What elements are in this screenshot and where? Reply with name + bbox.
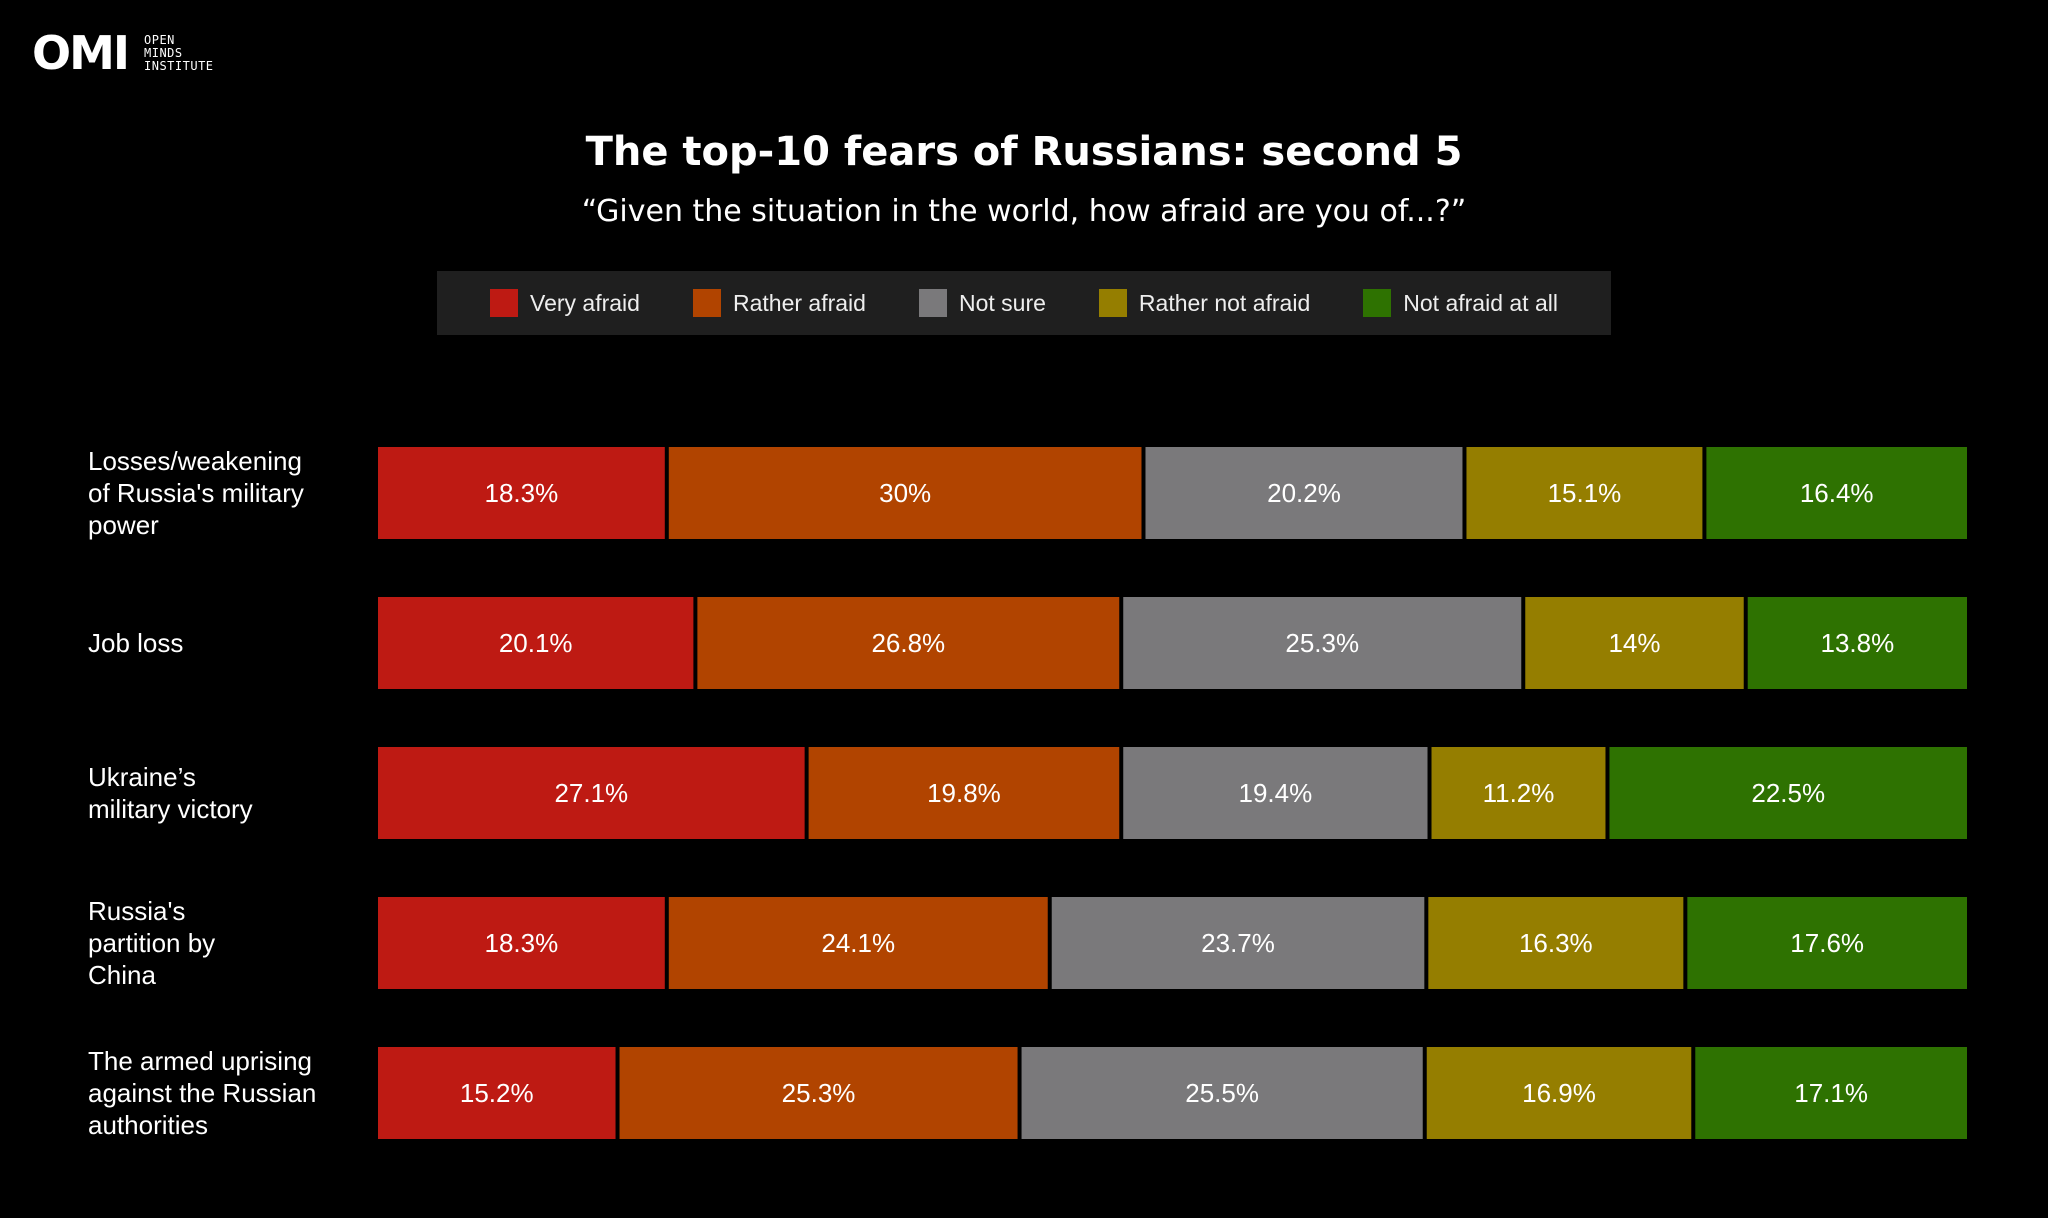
data-label: 18.3% bbox=[485, 478, 559, 508]
data-label: 19.4% bbox=[1239, 778, 1313, 808]
legend-item: Rather not afraid bbox=[1098, 289, 1311, 317]
bar-segment bbox=[1428, 897, 1684, 989]
data-label: 14% bbox=[1608, 628, 1660, 658]
data-label: 17.1% bbox=[1794, 1078, 1868, 1108]
bar-segment bbox=[1021, 1047, 1423, 1139]
data-label: 13.8% bbox=[1820, 628, 1894, 658]
legend-label: Rather afraid bbox=[732, 289, 866, 316]
data-label: 24.1% bbox=[821, 928, 895, 958]
category-label: Job loss bbox=[88, 628, 183, 658]
bar-segment bbox=[1609, 747, 1967, 839]
legend-item: Very afraid bbox=[490, 289, 640, 317]
bar-segment bbox=[808, 747, 1120, 839]
omi-logo: OMI OPEN MINDS INSTITUTE bbox=[32, 30, 214, 76]
logo-line: INSTITUTE bbox=[144, 58, 214, 73]
bar-segment bbox=[668, 447, 1142, 539]
data-label: 17.6% bbox=[1790, 928, 1864, 958]
logo-line: MINDS bbox=[144, 45, 183, 60]
bar-segment bbox=[1051, 897, 1425, 989]
bar-segment bbox=[378, 447, 665, 539]
logo-mark: OMI bbox=[32, 26, 130, 80]
bar-segment bbox=[1123, 597, 1522, 689]
bar-segment bbox=[1426, 1047, 1692, 1139]
bar-segment bbox=[697, 597, 1120, 689]
bar-segment bbox=[378, 747, 805, 839]
bar-segment bbox=[668, 897, 1048, 989]
data-label: 26.8% bbox=[871, 628, 945, 658]
data-label: 16.3% bbox=[1519, 928, 1593, 958]
data-label: 20.1% bbox=[499, 628, 573, 658]
bar-segment bbox=[378, 897, 665, 989]
data-label: 25.5% bbox=[1185, 1078, 1259, 1108]
data-label: 19.8% bbox=[927, 778, 1001, 808]
bar-segment bbox=[619, 1047, 1018, 1139]
data-label: 20.2% bbox=[1267, 478, 1341, 508]
legend-swatch bbox=[1363, 289, 1392, 317]
data-label: 27.1% bbox=[554, 778, 628, 808]
data-label: 11.2% bbox=[1483, 778, 1555, 808]
category-label: Losses/weakening of Russia's military powe… bbox=[88, 446, 304, 540]
bar-segment bbox=[378, 1047, 616, 1139]
chart-legend: Very afraid Rather afraid Not sure Rather n… bbox=[437, 271, 1611, 335]
bar-segment bbox=[1695, 1047, 1967, 1139]
data-label: 22.5% bbox=[1751, 778, 1825, 808]
legend-swatch bbox=[490, 289, 519, 317]
data-label: 25.3% bbox=[782, 1078, 856, 1108]
chart-title: The top-10 fears of Russians: second 5 bbox=[585, 129, 1463, 175]
legend-label: Rather not afraid bbox=[1138, 289, 1311, 316]
bar-segment bbox=[1466, 447, 1703, 539]
data-label: 23.7% bbox=[1201, 928, 1275, 958]
data-label: 16.4% bbox=[1800, 478, 1874, 508]
bar-segment bbox=[1145, 447, 1463, 539]
data-label: 30% bbox=[879, 478, 931, 508]
bar-segment bbox=[1431, 747, 1606, 839]
data-label: 15.2% bbox=[460, 1078, 534, 1108]
bar-segment bbox=[1706, 447, 1967, 539]
category-label: The armed uprising against the Russian aut… bbox=[88, 1046, 316, 1140]
legend-swatch bbox=[1098, 289, 1127, 317]
legend-item: Not afraid at all bbox=[1363, 289, 1558, 317]
legend-label: Very afraid bbox=[530, 289, 640, 316]
legend-swatch bbox=[692, 289, 721, 317]
logo-line: OPEN bbox=[144, 32, 175, 47]
legend-label: Not sure bbox=[958, 289, 1046, 316]
bar-segment bbox=[1525, 597, 1744, 689]
category-label: Russia's partition by China bbox=[88, 896, 215, 990]
logo-wordmark: OPEN MINDS INSTITUTE bbox=[144, 32, 214, 73]
data-label: 15.1% bbox=[1548, 478, 1622, 508]
legend-item: Not sure bbox=[918, 289, 1046, 317]
bar-segment bbox=[1123, 747, 1428, 839]
bar-segment bbox=[1747, 597, 1967, 689]
data-label: 25.3% bbox=[1285, 628, 1359, 658]
legend-item: Rather afraid bbox=[692, 289, 866, 317]
data-label: 16.9% bbox=[1522, 1078, 1596, 1108]
legend-label: Not afraid at all bbox=[1403, 289, 1558, 316]
category-label: Ukraine’s military victory bbox=[88, 762, 253, 824]
bar-segment bbox=[378, 597, 694, 689]
chart-subtitle: “Given the situation in the world, how a… bbox=[581, 194, 1467, 229]
data-label: 18.3% bbox=[485, 928, 559, 958]
bar-segment bbox=[1687, 897, 1967, 989]
legend-swatch bbox=[918, 289, 947, 317]
